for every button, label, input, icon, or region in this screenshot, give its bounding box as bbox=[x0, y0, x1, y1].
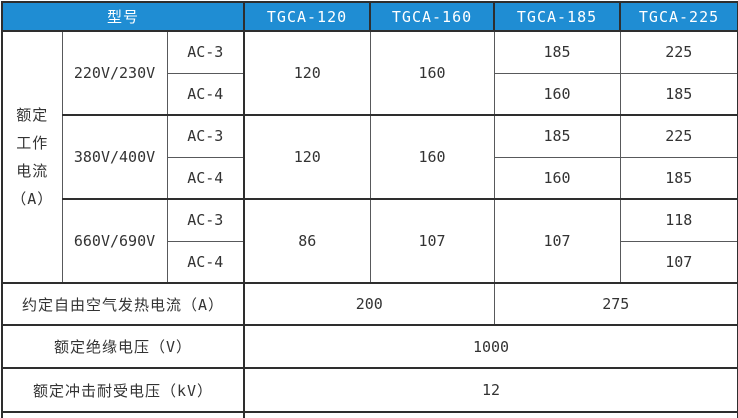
value-cell: 118 bbox=[619, 198, 738, 242]
column-header-tgca-185: TGCA-185 bbox=[493, 1, 622, 32]
column-header-tgca-120: TGCA-120 bbox=[243, 1, 372, 32]
category-cell-ac3: AC-3 bbox=[166, 30, 245, 74]
category-cell-ac4: AC-4 bbox=[166, 240, 245, 284]
value-cell: 1000 bbox=[243, 324, 738, 369]
rated-current-row-label: 额定 工作 电流 （A） bbox=[1, 30, 63, 284]
value-cell: 107 bbox=[369, 198, 495, 284]
value-cell: 12 bbox=[243, 367, 738, 413]
rated-current-label-line: 工作 bbox=[16, 134, 49, 152]
table-row: 额定 工作 电流 （A） 220V/230V AC-3 120 160 185 … bbox=[1, 30, 738, 284]
voltage-cell-660v: 660V/690V bbox=[61, 198, 168, 284]
table-row: 额定冲击耐受电压（kV） 12 bbox=[1, 367, 738, 413]
summary-label-free-air-thermal-current: 约定自由空气发热电流（A） bbox=[1, 282, 245, 326]
category-cell-ac4: AC-4 bbox=[166, 72, 245, 116]
value-cell: 225 bbox=[619, 30, 738, 74]
column-header-tgca-160: TGCA-160 bbox=[369, 1, 496, 32]
table-row: AC-4 107 bbox=[2, 240, 738, 284]
summary-label-rated-insulation-voltage: 额定绝缘电压（V） bbox=[1, 324, 245, 369]
value-cell: 160 bbox=[369, 30, 495, 116]
voltage-cell-220v: 220V/230V bbox=[61, 30, 168, 116]
table-row: AC-4 160 185 bbox=[2, 156, 738, 200]
column-header-tgca-225: TGCA-225 bbox=[619, 1, 738, 32]
value-cell: 185 bbox=[619, 156, 738, 200]
value-cell: 120 bbox=[243, 30, 371, 116]
rated-current-label-line: （A） bbox=[11, 190, 54, 208]
category-cell-ac3: AC-3 bbox=[166, 114, 245, 158]
table-row: 660V/690V AC-3 86 107 107 118 bbox=[2, 198, 738, 284]
table-row: 额定绝缘电压（V） 1000 bbox=[1, 324, 738, 369]
value-cell: 185 bbox=[493, 30, 621, 74]
value-cell: 160 bbox=[493, 156, 621, 200]
category-cell-ac4: AC-4 bbox=[166, 156, 245, 200]
value-cell: 160 bbox=[493, 72, 621, 116]
summary-label-rated-impulse-withstand-voltage: 额定冲击耐受电压（kV） bbox=[1, 367, 245, 413]
table-row: 约定自由空气发热电流（A） 200 275 bbox=[1, 282, 738, 326]
value-cell: 120 bbox=[243, 114, 371, 200]
table-row: 380V/400V AC-3 120 160 185 225 bbox=[2, 114, 738, 200]
value-cell: 107 bbox=[493, 198, 621, 284]
value-cell: 275 bbox=[493, 282, 738, 326]
partial-row bbox=[1, 411, 738, 418]
value-cell: 107 bbox=[619, 240, 738, 284]
value-cell: 185 bbox=[493, 114, 621, 158]
partial-label-cell bbox=[1, 411, 245, 418]
category-cell-ac3: AC-3 bbox=[166, 198, 245, 242]
header-row: 型号 TGCA-120 TGCA-160 TGCA-185 TGCA-225 bbox=[0, 1, 738, 32]
value-cell: 200 bbox=[243, 282, 495, 326]
partial-value-cell bbox=[243, 411, 738, 418]
rated-current-label-line: 电流 bbox=[16, 162, 49, 180]
voltage-cell-380v: 380V/400V bbox=[61, 114, 168, 200]
value-cell: 185 bbox=[619, 72, 738, 116]
rated-current-label-line: 额定 bbox=[16, 106, 49, 124]
model-column-header: 型号 bbox=[0, 1, 246, 32]
value-cell: 160 bbox=[369, 114, 495, 200]
value-cell: 225 bbox=[619, 114, 738, 158]
value-cell: 86 bbox=[243, 198, 371, 284]
